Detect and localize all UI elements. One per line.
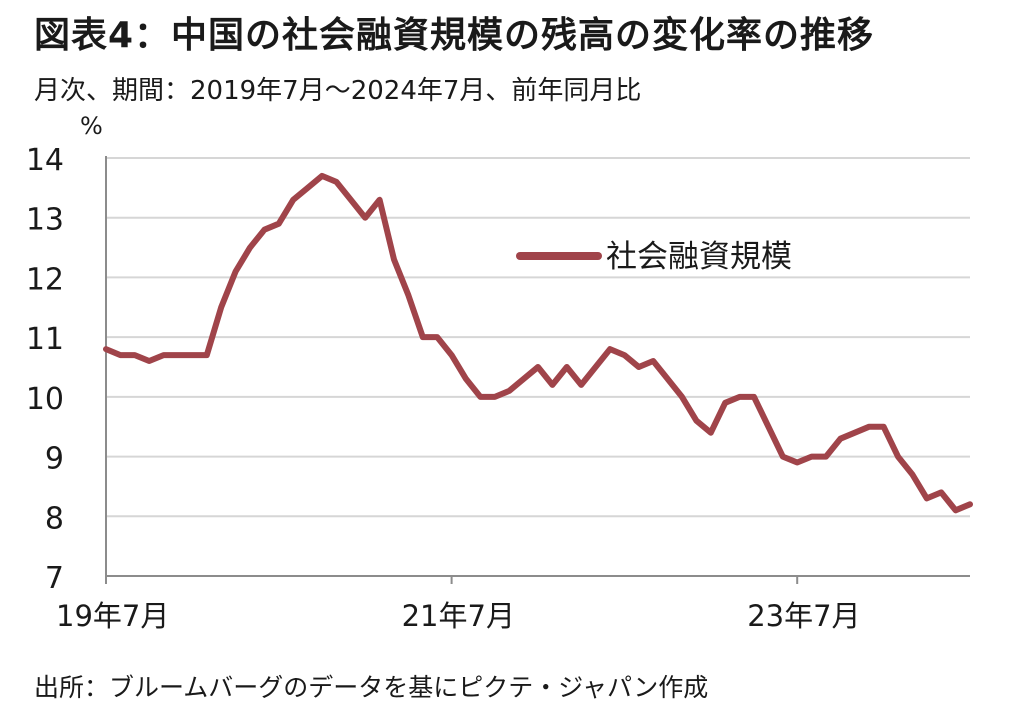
y-tick-label: 7: [45, 561, 64, 596]
legend-label: 社会融資規模: [606, 239, 792, 275]
y-axis-unit-label: %: [80, 112, 103, 140]
y-tick-label: 11: [26, 322, 64, 357]
y-tick-label: 10: [26, 382, 64, 417]
x-tick-label: 23年7月: [747, 599, 860, 633]
chart-subtitle: 月次、期間：2019年7月～2024年7月、前年同月比: [34, 76, 642, 106]
y-tick-label: 14: [26, 143, 64, 178]
grid-lines: [106, 157, 970, 518]
y-tick-label: 12: [26, 262, 64, 297]
axes: [105, 156, 970, 584]
chart-title: 図表4：中国の社会融資規模の残高の変化率の推移: [34, 15, 875, 56]
x-tick-label: 19年7月: [56, 599, 169, 633]
y-tick-label: 9: [45, 442, 64, 477]
series-layer: [103, 172, 973, 514]
y-tick-labels: 7 8 9 10 11 12 13 14: [26, 143, 64, 596]
legend: 社会融資規模: [516, 239, 792, 275]
source-note: 出所：ブルームバーグのデータを基にピクテ・ジャパン作成: [34, 673, 709, 702]
x-tick-labels: 19年7月 21年7月 23年7月: [56, 599, 861, 633]
x-tick-label: 21年7月: [402, 599, 515, 633]
y-tick-label: 13: [26, 203, 64, 238]
series-line: [103, 172, 973, 514]
y-tick-label: 8: [45, 501, 64, 536]
